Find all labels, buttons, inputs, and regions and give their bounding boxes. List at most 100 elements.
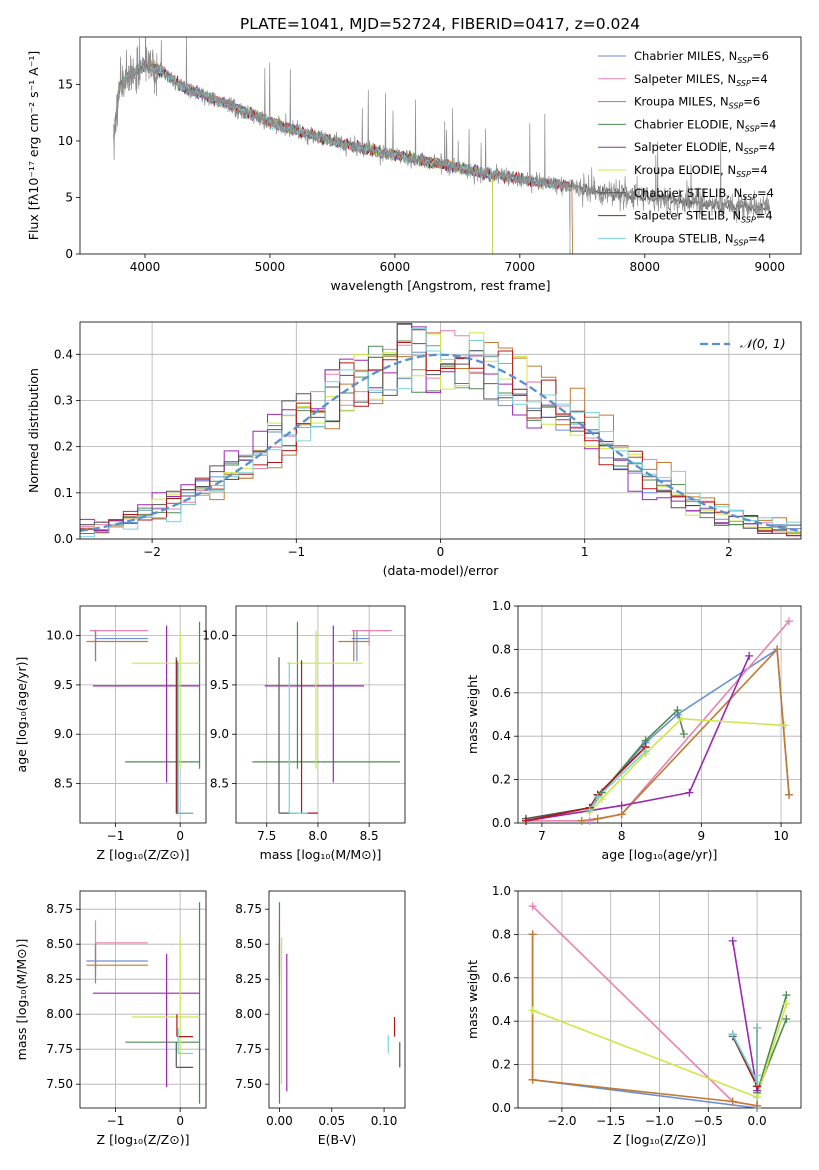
weight-marker [677,714,686,723]
x-tick-label: 8000 [630,260,661,274]
weight-marker [617,810,626,819]
plot-area [278,902,401,1104]
y-tick-label: 8.00 [46,1007,73,1021]
axes-frame [517,605,802,824]
weight-marker [521,816,530,825]
x-tick-label: −1.5 [596,1114,625,1128]
y-axis-label: mass weight [465,675,480,754]
weight-line [731,940,758,1091]
weight-marker [679,730,688,739]
weight-line [532,905,758,1107]
x-tick-label: 8.0 [308,829,327,843]
plot-area [80,323,801,538]
axes-frame [79,36,802,255]
y-axis-label: Flux [fλ10⁻¹⁷ erg cm⁻² s⁻¹ A⁻¹] [26,51,41,240]
y-tick-label: 5 [65,190,73,204]
weight-line [756,994,788,1094]
y-tick-label: 1.0 [492,884,511,898]
x-axis-label: age [log₁₀(age/yr)] [602,847,718,862]
y-tick-label: 7.50 [235,1077,262,1091]
x-tick-label: 9000 [754,260,785,274]
weight-marker [585,816,594,825]
y-tick-label: 8.5 [54,777,73,791]
y-tick-label: 0.0 [492,816,511,830]
y-axis-label: mass [log₁₀(M/M⊙)] [14,939,29,1061]
y-tick-label: 8.75 [235,902,262,916]
panel-age_vs_mass: 7.5 8.0 8.5 8.5 9.0 9.5 10.0 mass [log₁₀(M/M⊙)] [202,605,406,862]
weight-marker [528,1006,537,1015]
weight-marker [685,788,694,797]
axes-frame [235,605,406,824]
weight-marker [782,991,791,1000]
residual-legend: 𝒩(0, 1) [700,336,786,351]
y-tick-label: 8.25 [46,972,73,986]
legend-label: 𝒩(0, 1) [740,336,786,351]
weight-marker [577,816,586,825]
weight-marker [673,706,682,715]
y-tick-label: 0.8 [492,642,511,656]
x-tick-label: 7.5 [257,829,276,843]
weight-marker [773,645,782,654]
x-tick-label: 0.00 [266,1114,293,1128]
gridlines [80,891,206,1108]
y-axis-label: Normed distribution [26,368,41,493]
weight-marker [781,721,790,730]
x-tick-label: −1 [107,829,125,843]
y-tick-label: 0.6 [492,686,511,700]
y-tick-label: 10.0 [46,629,73,643]
weight-marker [728,936,737,945]
x-tick-label: −1 [287,545,305,559]
weight-marker [617,801,626,810]
y-tick-label: 10.0 [202,629,229,643]
x-tick-label: −2.0 [547,1114,576,1128]
y-tick-label: 10 [58,134,73,148]
y-tick-label: 0.4 [492,1014,511,1028]
x-tick-label: 0.10 [371,1114,398,1128]
weight-marker [528,930,537,939]
panel-weight_vs_age: 7 8 9 10 0.0 0.2 0.4 0.6 0.8 1.0 age [log₁₀(age/yr… [465,599,802,862]
weight-marker [785,617,794,626]
x-tick-label: 8 [618,829,626,843]
x-tick-label: −2 [143,545,161,559]
axes-frame [268,890,406,1109]
x-tick-label: 0 [176,1114,184,1128]
panels: 4000 5000 6000 7000 8000 9000051015wavelength… [14,36,802,1147]
x-tick-label: 4000 [130,260,161,274]
plot-area [86,621,201,814]
x-tick-label: 8.5 [360,829,379,843]
axes-frame [79,890,207,1109]
weight-marker [753,1023,762,1032]
y-tick-label: 0.4 [54,347,73,361]
y-tick-label: 8.75 [46,902,73,916]
residual-histogram [80,329,801,537]
weight-marker [782,999,791,1008]
weight-marker [753,1093,762,1102]
spectrum-legend: Chabrier MILES, NSSP=6 Salpeter MILES, NS… [598,49,776,247]
gaussian-curve [80,353,801,533]
x-axis-label: Z [log₁₀(Z/Z⊙)] [97,847,190,862]
legend-label: Salpeter ELODIE, NSSP=4 [634,140,775,156]
y-tick-label: 7.75 [46,1042,73,1056]
x-tick-label: 9 [698,829,706,843]
plot-area [252,621,400,814]
legend-label: Kroupa STELIB, NSSP=4 [634,231,765,247]
panel-spectrum: 4000 5000 6000 7000 8000 9000 0 5 10 15 wavelength… [26,36,802,293]
weight-marker [785,790,794,799]
axes-frame [79,321,802,540]
x-axis-label: Z [log₁₀(Z/Z⊙)] [613,1132,706,1147]
y-tick-label: 0.1 [54,486,73,500]
weight-marker [728,1097,737,1106]
figure-title: PLATE=1041, MJD=52724, FIBERID=0417, z=0… [240,15,640,33]
y-tick-label: 0.2 [54,440,73,454]
axes-frame [79,605,207,824]
weight-line [589,647,790,811]
x-axis-label: (data-model)/error [383,563,500,578]
weight-line [531,934,758,1107]
observed-spectrum-line [113,37,771,223]
x-axis-label: E(B-V) [318,1132,357,1147]
weight-line [525,655,750,822]
legend-label: Salpeter MILES, NSSP=4 [634,72,768,88]
legend-label: Salpeter STELIB, NSSP=4 [634,209,773,225]
x-tick-label: −1 [107,1114,125,1128]
gridlines [518,605,801,824]
